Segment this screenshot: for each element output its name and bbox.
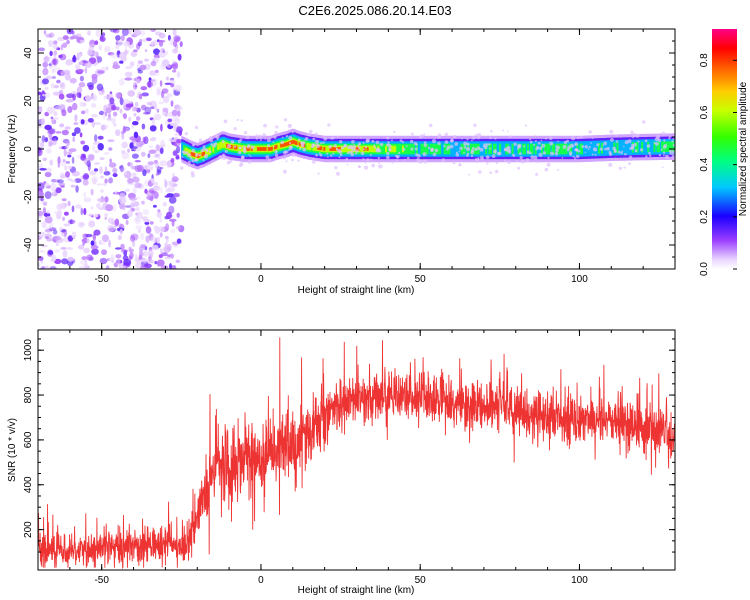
bottom-y-tick-label: 800 [23,386,34,403]
spectrogram-panel: -50 0 50 100 -40 -20 0 20 40 Height of straight… [7,28,676,296]
top-y-tick-label: 40 [23,47,34,59]
top-y-tick-label: 0 [23,146,34,152]
colorbar-tick-label: 0.4 [699,157,710,171]
colorbar-tick-label: 0.2 [699,209,710,223]
bottom-x-tick-label: 0 [258,575,264,586]
bottom-x-tick-label: 50 [415,575,427,586]
colorbar-tick-label: 0.6 [699,105,710,119]
top-x-tick-label: -50 [94,274,109,285]
top-x-axis-label: Height of straight line (km) [298,285,415,296]
colorbar-tick-label: 0.8 [699,53,710,67]
top-x-tick-label: 0 [258,274,264,285]
snr-series-line [38,337,675,570]
signal-ridge [180,118,675,178]
bottom-y-axis-label: SNR (10 * v/v) [7,418,18,482]
bottom-y-tick-label: 400 [23,476,34,493]
bottom-y-tick-label: 600 [23,431,34,448]
top-y-tick-label: -20 [23,189,34,204]
bottom-x-axis-label: Height of straight line (km) [298,585,415,596]
chart-title: C2E6.2025.086.20.14.E03 [298,3,452,18]
bottom-x-tick-label: -50 [94,575,109,586]
colorbar-label: Normalized spectral amplitude [738,81,749,216]
top-y-tick-label: 20 [23,95,34,107]
colorbar-gradient [712,29,737,269]
top-y-axis-label: Frequency (Hz) [7,115,18,184]
bottom-y-tick-label: 1000 [23,339,34,362]
bottom-x-tick-label: 100 [571,575,588,586]
snr-panel: -50 0 50 100 200 400 600 800 1000 Height of str… [7,329,676,596]
colorbar: 0.0 0.2 0.4 0.6 0.8 Normalized spectral ampl… [699,29,749,276]
top-x-tick-label: 100 [571,274,588,285]
noise-region [38,29,185,269]
top-x-tick-label: 50 [415,274,427,285]
colorbar-tick-label: 0.0 [699,262,710,276]
bottom-y-tick-label: 200 [23,521,34,538]
top-y-tick-label: -40 [23,237,34,252]
